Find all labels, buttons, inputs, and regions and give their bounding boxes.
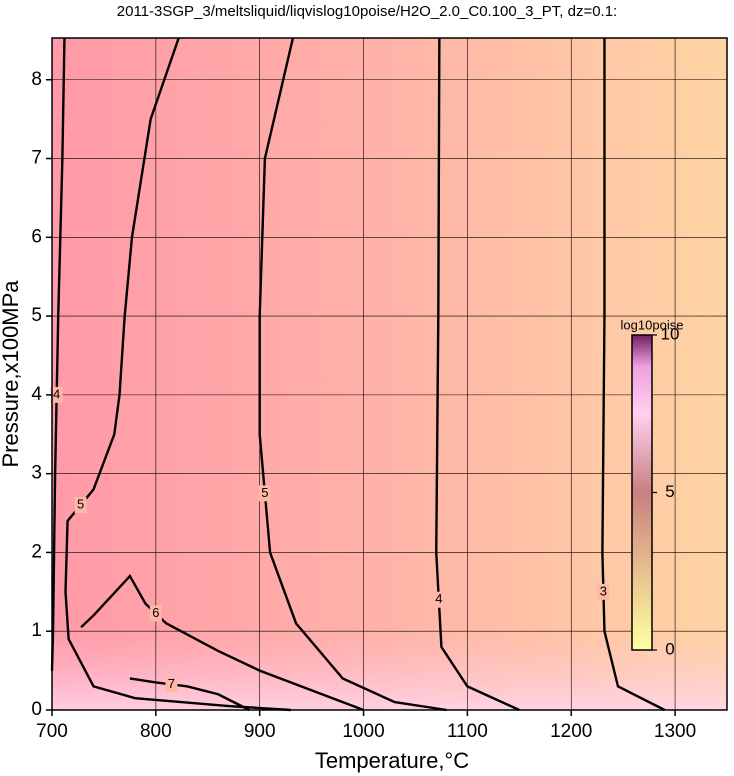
x-tick-label: 1200 xyxy=(550,721,592,742)
y-tick-label: 5 xyxy=(31,305,42,326)
contour-label-bg xyxy=(597,583,610,600)
y-tick-label: 8 xyxy=(31,69,42,90)
chart-title: 2011-3SGP_3/meltsliquid/liqvislog10poise… xyxy=(117,3,617,20)
x-tick-label: 1300 xyxy=(654,721,696,742)
contour-label: 3 xyxy=(600,583,607,598)
y-tick-label: 2 xyxy=(31,541,42,562)
colorbar xyxy=(631,334,653,651)
contour-label: 7 xyxy=(168,676,175,691)
colorbar-tick-label: 0 xyxy=(665,639,674,658)
contour-label: 5 xyxy=(77,497,84,512)
y-tick-label: 6 xyxy=(31,226,42,247)
contour-label-bg xyxy=(149,605,162,622)
x-axis-label: Temperature,°C xyxy=(315,748,469,773)
contour-line xyxy=(80,574,364,712)
y-tick-label: 4 xyxy=(31,384,42,405)
contour-label: 6 xyxy=(152,605,159,620)
contour-line xyxy=(129,677,250,712)
y-tick-label: 1 xyxy=(31,620,42,641)
colorbar-tick-label: 10 xyxy=(661,324,680,343)
contour-label-bg xyxy=(165,676,178,693)
x-tick-label: 800 xyxy=(140,721,172,742)
contour-label: 4 xyxy=(435,591,442,606)
contour-line xyxy=(258,37,447,712)
x-tick-label: 900 xyxy=(244,721,276,742)
y-axis-label: Pressure,x100MPa xyxy=(0,280,23,468)
colorbar-tick-label: 5 xyxy=(665,482,674,501)
contour-label: 4 xyxy=(53,386,60,401)
x-tick-label: 1100 xyxy=(447,721,488,742)
contour-label: 5 xyxy=(261,485,268,500)
contour-label-bg xyxy=(50,386,63,403)
plot-shade xyxy=(52,38,727,710)
x-tick-label: 1000 xyxy=(342,721,384,742)
x-tick-label: 700 xyxy=(36,721,68,742)
y-tick-label: 0 xyxy=(31,699,42,720)
contour-label-bg xyxy=(258,485,271,502)
y-tick-label: 7 xyxy=(31,148,42,169)
contour-label-bg xyxy=(432,591,445,608)
contour-label-bg xyxy=(74,497,87,514)
colorbar-label: log10poise xyxy=(621,317,684,332)
plot-frame xyxy=(51,37,728,711)
y-tick-label: 3 xyxy=(31,463,42,484)
